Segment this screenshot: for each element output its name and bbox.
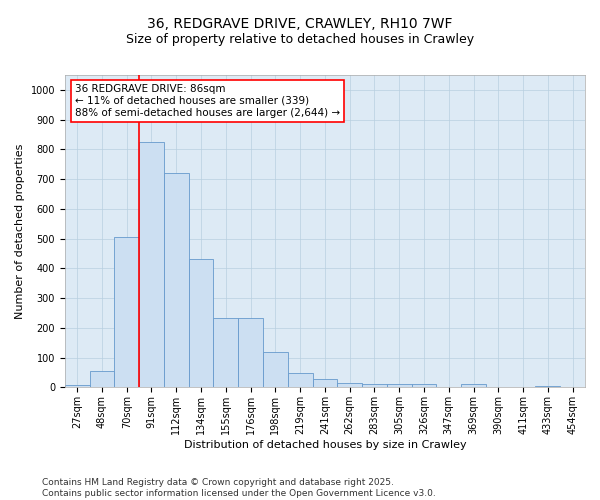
Bar — [461, 384, 486, 388]
Bar — [263, 352, 288, 388]
Bar — [139, 142, 164, 388]
Text: 36, REDGRAVE DRIVE, CRAWLEY, RH10 7WF: 36, REDGRAVE DRIVE, CRAWLEY, RH10 7WF — [147, 18, 453, 32]
Bar — [362, 384, 387, 388]
Bar — [238, 318, 263, 388]
Bar — [288, 372, 313, 388]
Text: Contains HM Land Registry data © Crown copyright and database right 2025.
Contai: Contains HM Land Registry data © Crown c… — [42, 478, 436, 498]
Bar — [89, 371, 115, 388]
Text: 36 REDGRAVE DRIVE: 86sqm
← 11% of detached houses are smaller (339)
88% of semi-: 36 REDGRAVE DRIVE: 86sqm ← 11% of detach… — [75, 84, 340, 117]
Bar — [188, 260, 214, 388]
Text: Size of property relative to detached houses in Crawley: Size of property relative to detached ho… — [126, 32, 474, 46]
Bar — [313, 378, 337, 388]
Bar — [387, 384, 412, 388]
Bar — [164, 173, 188, 388]
X-axis label: Distribution of detached houses by size in Crawley: Distribution of detached houses by size … — [184, 440, 466, 450]
Bar — [412, 384, 436, 388]
Bar — [65, 385, 89, 388]
Bar — [535, 386, 560, 388]
Bar — [337, 383, 362, 388]
Y-axis label: Number of detached properties: Number of detached properties — [15, 144, 25, 319]
Bar — [214, 318, 238, 388]
Bar — [115, 237, 139, 388]
